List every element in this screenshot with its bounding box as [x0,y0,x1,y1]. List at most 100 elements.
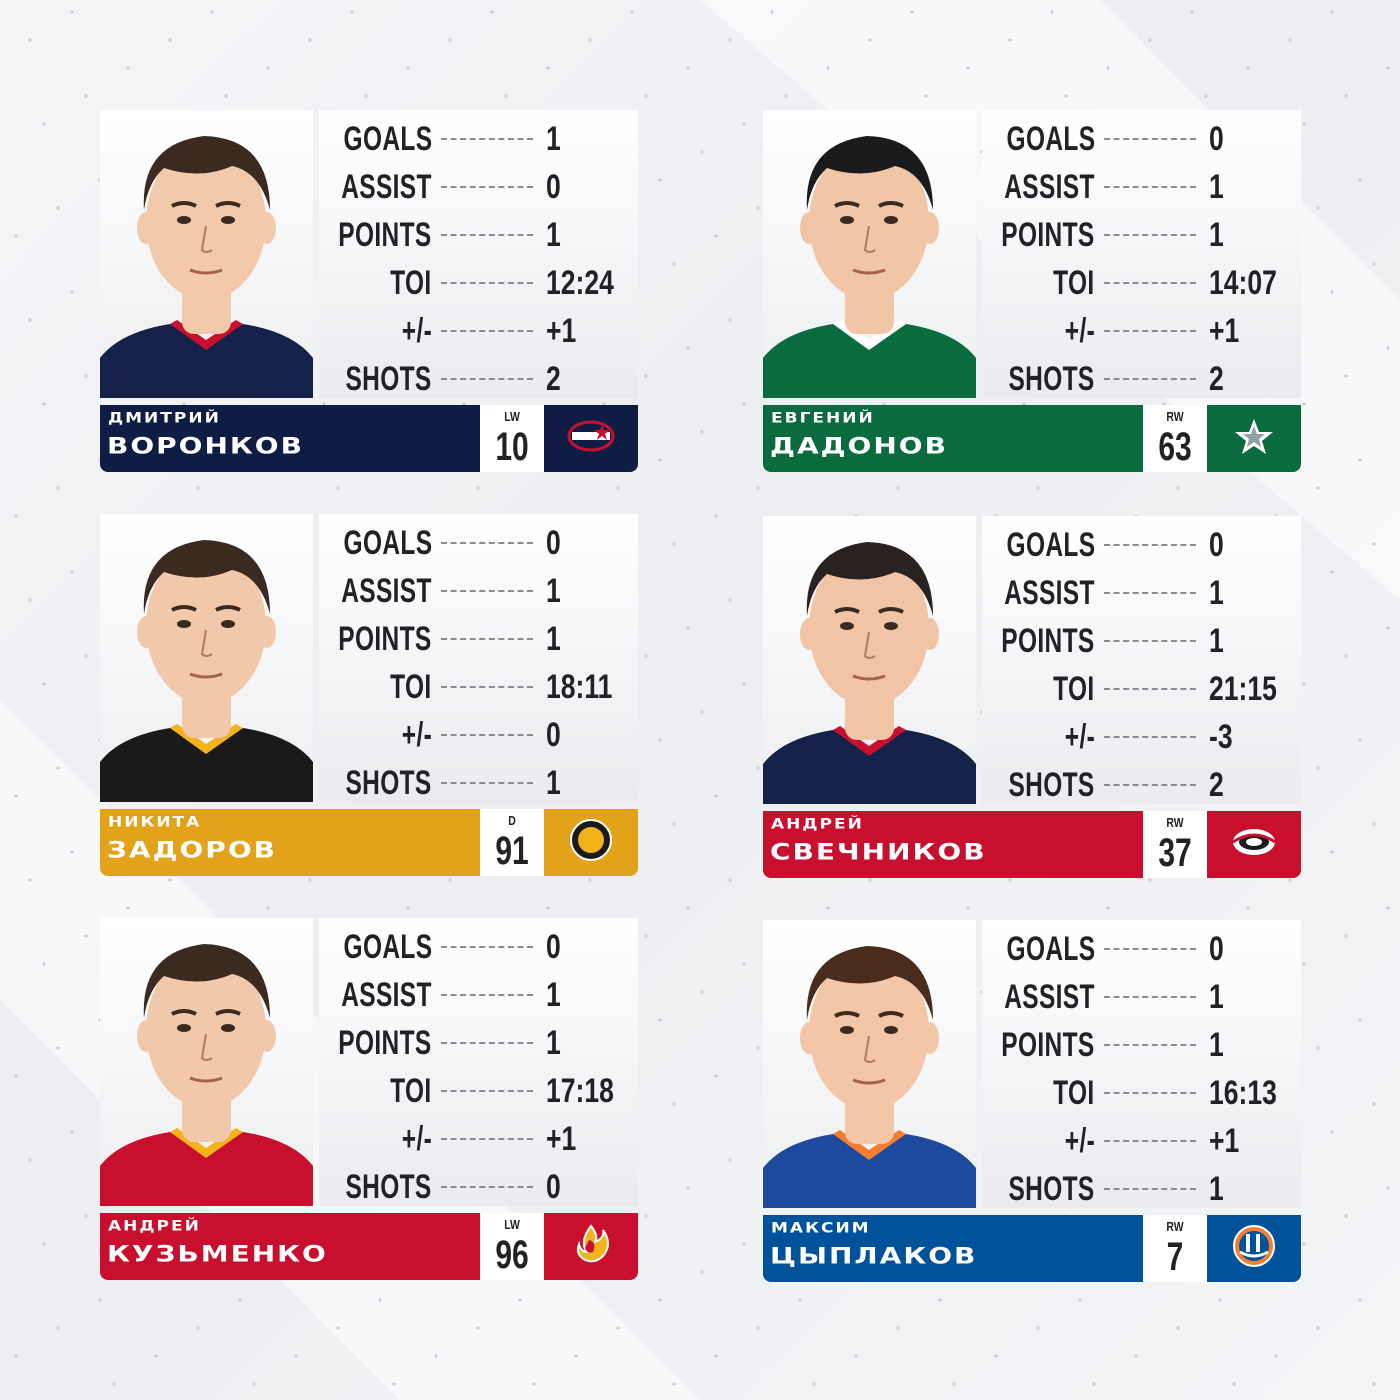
stat-label-plus-minus: +/- [401,312,432,350]
stat-label-plus-minus: +/- [1064,718,1095,756]
player-number-box: LW 96 [480,1213,544,1280]
stat-row-goals: GOALS 0 [319,922,638,970]
stat-value-goals: 0 [1209,930,1224,968]
stat-row-assist: ASSIST 1 [319,566,638,614]
player-first-name: НИКИТА [108,814,202,831]
player-number: 7 [1166,1235,1184,1279]
stat-label-toi: TOI [1053,264,1095,302]
player-portrait [763,110,976,398]
stat-label-shots: SHOTS [345,764,432,802]
stat-label-assist: ASSIST [1004,978,1095,1016]
player-card-1: GOALS 1 ASSIST 0 POINTS 1 TOI 12:24 +/- +1 SHOTS 2 … [100,110,638,472]
player-first-name: АНДРЕЙ [771,816,864,833]
player-card-5: GOALS 0 ASSIST 1 POINTS 1 TOI 17:18 +/- +1 SHOTS 0 … [100,918,638,1280]
stat-row-assist: ASSIST 1 [982,568,1301,616]
player-avatar-illustration [100,136,313,398]
stat-label-shots: SHOTS [1008,766,1095,804]
stat-dash-divider [1104,784,1196,786]
player-position: D [508,813,516,828]
player-number: 10 [495,425,529,469]
stat-value-toi: 14:07 [1209,264,1277,302]
stat-value-toi: 18:11 [546,668,613,706]
stat-value-toi: 21:15 [1209,670,1277,708]
stat-row-goals: GOALS 0 [319,518,638,566]
player-number-box: RW 37 [1143,811,1207,878]
player-position: LW [504,409,520,424]
stat-dash-divider [1104,1140,1196,1142]
player-number: 96 [495,1233,529,1277]
team-logo-box [1207,811,1301,878]
stat-label-goals: GOALS [343,524,432,562]
stat-dash-divider [441,138,533,140]
stat-label-goals: GOALS [343,928,432,966]
player-portrait [763,516,976,804]
stat-label-points: POINTS [338,1024,432,1062]
player-stats-panel: GOALS 0 ASSIST 1 POINTS 1 TOI 21:15 +/- -3 SHOTS 2 [982,516,1301,804]
player-stats-panel: GOALS 0 ASSIST 1 POINTS 1 TOI 16:13 +/- +1 SHOTS 1 [982,920,1301,1208]
stat-row-goals: GOALS 0 [982,520,1301,568]
stat-row-plus-minus: +/- +1 [982,1116,1301,1164]
stat-dash-divider [1104,282,1196,284]
stat-row-plus-minus: +/- +1 [982,306,1301,354]
stat-dash-divider [1104,948,1196,950]
stat-value-shots: 2 [1209,360,1224,398]
stat-dash-divider [441,734,533,736]
stat-dash-divider [1104,138,1196,140]
stat-row-shots: SHOTS 2 [982,354,1301,402]
player-position: LW [504,1217,520,1232]
stat-dash-divider [441,1090,533,1092]
stat-value-assist: 0 [546,168,561,206]
player-number-box: RW 7 [1143,1215,1207,1282]
stat-label-points: POINTS [338,216,432,254]
player-number-box: RW 63 [1143,405,1207,472]
stat-value-goals: 1 [546,120,561,158]
stat-label-assist: ASSIST [1004,168,1095,206]
stat-label-assist: ASSIST [341,572,432,610]
stat-label-goals: GOALS [1006,930,1095,968]
player-number-box: LW 10 [480,405,544,472]
stat-value-plus-minus: 0 [546,716,561,754]
stat-label-points: POINTS [1001,622,1095,660]
player-last-name: ДАДОНОВ [770,433,948,459]
stat-dash-divider [441,234,533,236]
stat-row-points: POINTS 1 [319,1018,638,1066]
stat-value-plus-minus: +1 [1209,312,1240,350]
stat-dash-divider [441,542,533,544]
team-logo-box [1207,1215,1301,1282]
player-portrait [100,514,313,802]
stat-label-assist: ASSIST [1004,574,1095,612]
stat-label-plus-minus: +/- [1064,1122,1095,1160]
stat-row-assist: ASSIST 1 [982,972,1301,1020]
stat-dash-divider [1104,736,1196,738]
stat-row-points: POINTS 1 [982,210,1301,258]
stat-dash-divider [441,1186,533,1188]
player-avatar-illustration [100,944,313,1206]
stat-dash-divider [1104,1044,1196,1046]
stat-row-toi: TOI 16:13 [982,1068,1301,1116]
stat-row-shots: SHOTS 0 [319,1162,638,1210]
stat-dash-divider [441,282,533,284]
stat-value-assist: 1 [1209,978,1224,1016]
stat-value-points: 1 [546,216,561,254]
stat-value-toi: 16:13 [1209,1074,1277,1112]
stat-value-goals: 0 [1209,120,1224,158]
player-portrait [100,918,313,1206]
stat-dash-divider [441,1138,533,1140]
stat-value-plus-minus: -3 [1209,718,1233,756]
stat-row-plus-minus: +/- +1 [319,1114,638,1162]
stat-row-points: POINTS 1 [982,1020,1301,1068]
stat-dash-divider [1104,1188,1196,1190]
stat-row-toi: TOI 17:18 [319,1066,638,1114]
bruins-logo-icon [568,817,614,868]
team-logo-box [544,1213,638,1280]
player-name-bar: ДМИТРИЙ ВОРОНКОВ [100,405,480,472]
player-last-name: СВЕЧНИКОВ [770,839,987,865]
player-name-bar: ЕВГЕНИЙ ДАДОНОВ [763,405,1143,472]
stat-dash-divider [1104,378,1196,380]
player-name-bar: НИКИТА ЗАДОРОВ [100,809,480,876]
player-avatar-illustration [763,542,976,804]
player-avatar-illustration [763,946,976,1208]
player-portrait [763,920,976,1208]
player-stats-panel: GOALS 1 ASSIST 0 POINTS 1 TOI 12:24 +/- +1 SHOTS 2 [319,110,638,398]
player-avatar-illustration [763,136,976,398]
